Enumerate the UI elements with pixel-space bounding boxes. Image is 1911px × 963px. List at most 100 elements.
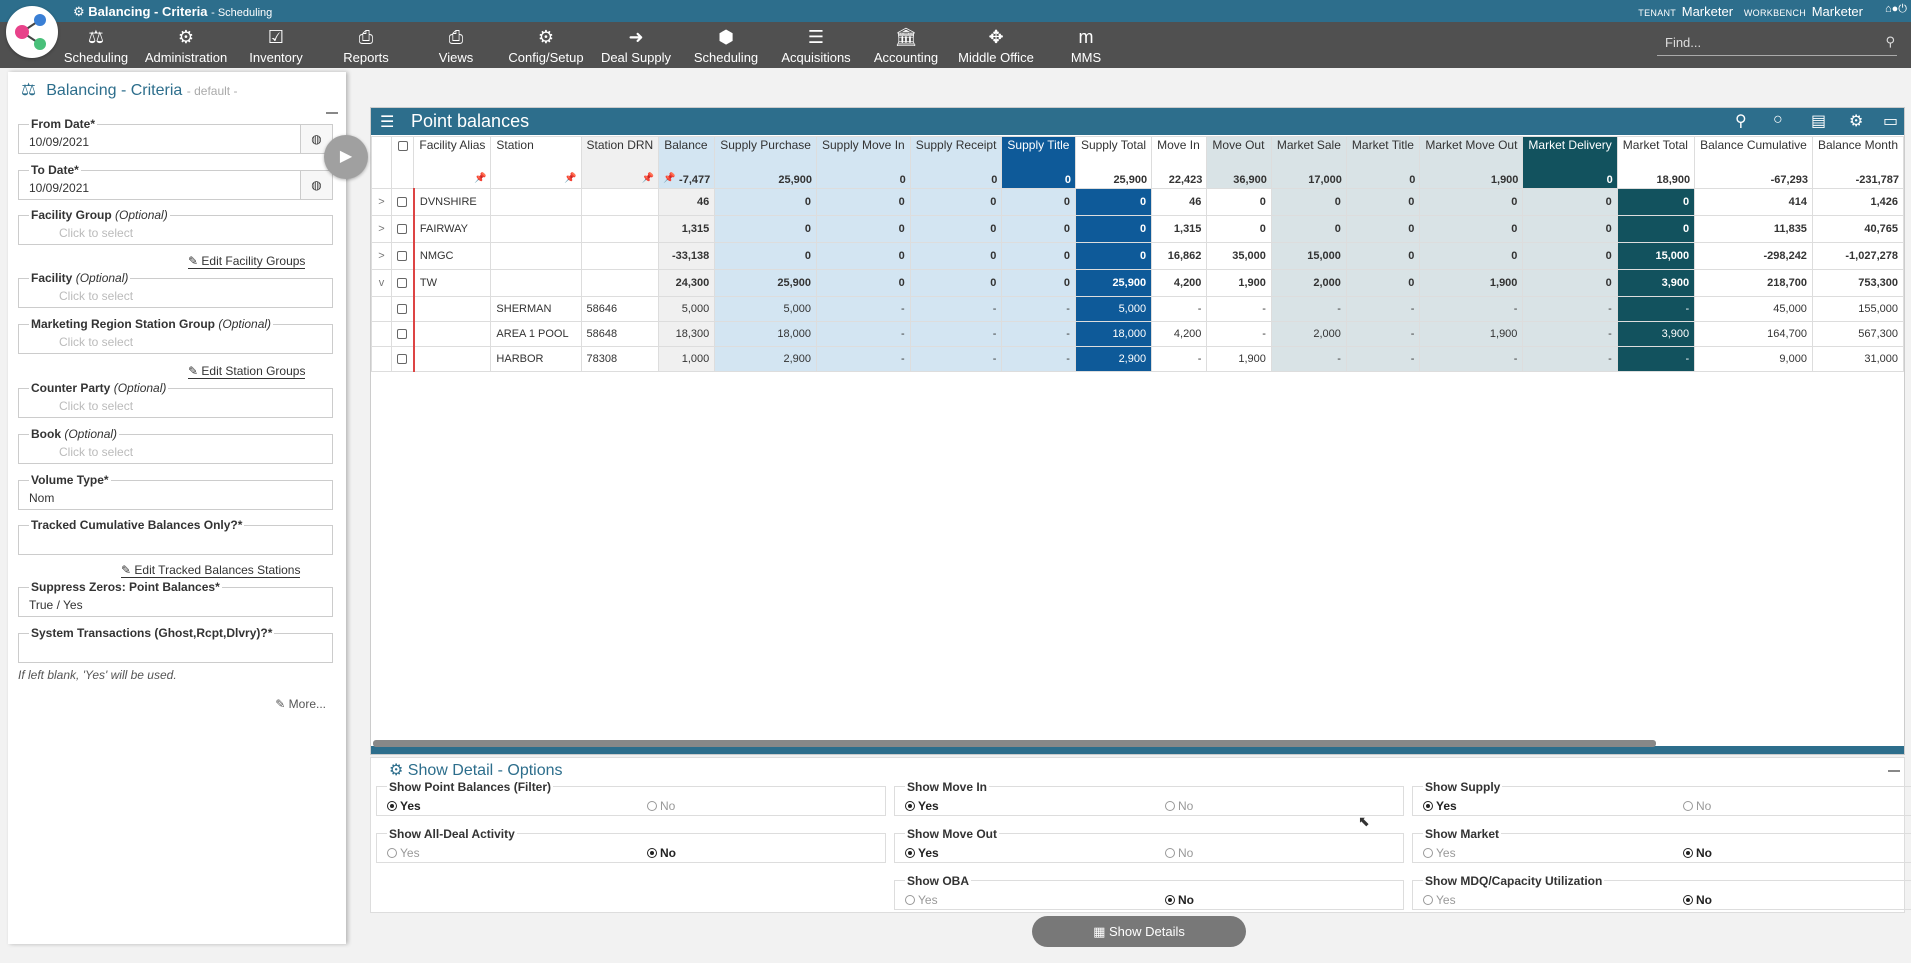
tenant-value[interactable]: Marketer [1681,4,1734,19]
yes-radio[interactable]: Yes [1423,893,1456,907]
yes-radio[interactable]: Yes [387,799,421,813]
from-date-field[interactable]: From Date* 10/09/2021 ◍ [18,117,333,154]
workbench-value[interactable]: Marketer [1811,4,1863,19]
yes-radio[interactable]: Yes [905,846,939,860]
row-expander[interactable]: > [371,242,392,270]
system-transactions-field[interactable]: System Transactions (Ghost,Rcpt,Dlvry)?* [18,626,333,663]
counter-party-field[interactable]: Counter Party (Optional) Click to select [18,381,333,418]
row-checkbox[interactable] [390,269,415,297]
edit-tracked-balances-link[interactable]: ✎ Edit Tracked Balances Stations [121,563,301,578]
pin-icon[interactable]: 📌 [564,173,577,184]
book-field[interactable]: Book (Optional) Click to select [18,427,333,464]
column-header[interactable]: Supply Receipt 0 [909,136,1003,189]
row-expander[interactable] [371,346,392,372]
maximize-icon[interactable]: ▭ [1883,113,1899,130]
row-expander[interactable]: v [371,269,392,297]
menu-item-1[interactable]: ⚙ Administration [141,22,231,68]
row-expander[interactable]: > [371,215,392,243]
menu-item-9[interactable]: 🏛 Accounting [861,22,951,68]
column-header[interactable]: Market Total 18,900 [1616,136,1696,189]
search-icon[interactable]: ⚲ [1885,34,1895,49]
column-header[interactable]: Supply Move In 0 [815,136,911,189]
volume-type-field[interactable]: Volume Type* Nom [18,473,333,510]
table-row[interactable]: > NMGC -33,138 0 0 0 0 0 16,862 35,000 15,000 0 0 0 15… [371,242,1905,270]
column-header[interactable]: Supply Title 0 [1001,136,1076,189]
run-button[interactable]: ▶ [324,135,368,179]
column-header[interactable]: Market Title 0 [1345,136,1421,189]
row-checkbox[interactable] [390,296,415,322]
column-header[interactable]: Balance -7,477 📌 [658,136,716,189]
row-checkbox[interactable] [390,242,415,270]
column-header[interactable]: Move In 22,423 [1151,136,1208,189]
tracked-balances-field[interactable]: Tracked Cumulative Balances Only?* [18,518,333,555]
app-logo[interactable] [6,6,58,58]
collapse-icon[interactable] [1888,770,1900,772]
column-header[interactable]: Balance Month -231,787 [1811,136,1905,189]
table-row[interactable]: > DVNSHIRE 46 0 0 0 0 0 46 0 0 0 0 0 0 414 1,426 [371,188,1905,216]
menu-item-0[interactable]: ⚖ Scheduling [51,22,141,68]
select-all-checkbox[interactable] [390,136,415,189]
no-radio[interactable]: No [647,799,675,813]
yes-radio[interactable]: Yes [387,846,420,860]
no-radio[interactable]: No [1165,893,1194,907]
table-row[interactable]: HARBOR 78308 1,000 2,900- - -2,900-1,900- - - - -… [371,346,1905,372]
marketing-region-station-group-field[interactable]: Marketing Region Station Group (Optional… [18,317,333,354]
no-radio[interactable]: No [1683,799,1711,813]
pin-icon[interactable]: 📌 [641,173,655,184]
search-box[interactable]: Find... ⚲ [1657,30,1897,56]
menu-item-6[interactable]: ➜ Deal Supply [591,22,681,68]
to-date-field[interactable]: To Date* 10/09/2021 ◍ [18,163,333,200]
column-header[interactable]: Supply Total 25,900 [1074,136,1153,189]
pin-icon[interactable]: 📌 [473,173,487,184]
row-expander[interactable]: > [371,188,392,216]
row-checkbox[interactable] [390,346,415,372]
edit-station-groups-link[interactable]: ✎ Edit Station Groups [188,364,306,379]
row-checkbox[interactable] [390,188,415,216]
globe-icon[interactable]: ◍ [300,171,332,199]
horizontal-scrollbar[interactable] [373,740,1656,747]
search-input[interactable]: Find... [1665,35,1702,50]
no-radio[interactable]: No [1683,846,1712,860]
excel-icon[interactable]: ▤ [1811,113,1827,130]
column-header[interactable]: Market Delivery 0 [1522,136,1618,189]
window-tools[interactable]: ⌂●⏻ [1885,3,1907,16]
facility-group-field[interactable]: Facility Group (Optional) Click to selec… [18,208,333,245]
search-icon[interactable]: ⚲ [1735,113,1747,130]
row-checkbox[interactable] [390,215,415,243]
column-header[interactable]: Station DRN 📌 [580,136,660,189]
column-header[interactable]: Station 📌 [490,136,582,189]
yes-radio[interactable]: Yes [905,799,939,813]
column-header[interactable]: Market Move Out 1,900 [1419,136,1524,189]
menu-item-5[interactable]: ⚙ Config/Setup [501,22,591,68]
table-row[interactable]: v TW 24,300 25,900 0 0 0 25,900 4,200 1,900 2,000 0… [371,269,1905,297]
menu-item-2[interactable]: ☑ Inventory [231,22,321,68]
row-checkbox[interactable] [390,321,415,347]
column-header[interactable]: Market Sale 17,000 [1270,136,1347,189]
yes-radio[interactable]: Yes [1423,799,1457,813]
column-header[interactable]: Supply Purchase 25,900 [714,136,817,189]
menu-item-8[interactable]: ☰ Acquisitions [771,22,861,68]
column-header[interactable]: Balance Cumulative -67,293 [1694,136,1813,189]
table-row[interactable]: AREA 1 POOL 58648 18,300 18,000- - -18,000 4,2… [371,321,1905,347]
no-radio[interactable]: No [1683,893,1712,907]
column-header[interactable]: Facility Alias 📌 [413,136,492,189]
circle-icon[interactable]: ○ [1773,111,1783,128]
menu-item-4[interactable]: ⎙ Views [411,22,501,68]
table-row[interactable]: SHERMAN 58646 5,000 5,000- - -5,000- - - - - - -45,… [371,296,1905,322]
row-expander[interactable] [371,296,392,322]
no-radio[interactable]: No [1165,799,1193,813]
row-expander[interactable] [371,321,392,347]
suppress-zeros-field[interactable]: Suppress Zeros: Point Balances* True / Y… [18,580,333,617]
column-header[interactable]: Move Out 36,900 [1206,136,1272,189]
table-row[interactable]: > FAIRWAY 1,315 0 0 0 0 0 1,315 0 0 0 0 0 0 11,835 40,76… [371,215,1905,243]
more-link[interactable]: ✎ More... [275,697,326,711]
list-icon[interactable]: ☰ [380,114,395,131]
show-details-button[interactable]: ▦ Show Details [1032,916,1246,947]
facility-field[interactable]: Facility (Optional) Click to select [18,271,333,308]
edit-facility-groups-link[interactable]: ✎ Edit Facility Groups [188,254,306,269]
menu-item-7[interactable]: ⬢ Scheduling [681,22,771,68]
no-radio[interactable]: No [1165,846,1193,860]
menu-item-11[interactable]: m MMS [1041,22,1131,68]
collapse-icon[interactable] [326,112,338,114]
yes-radio[interactable]: Yes [1423,846,1456,860]
